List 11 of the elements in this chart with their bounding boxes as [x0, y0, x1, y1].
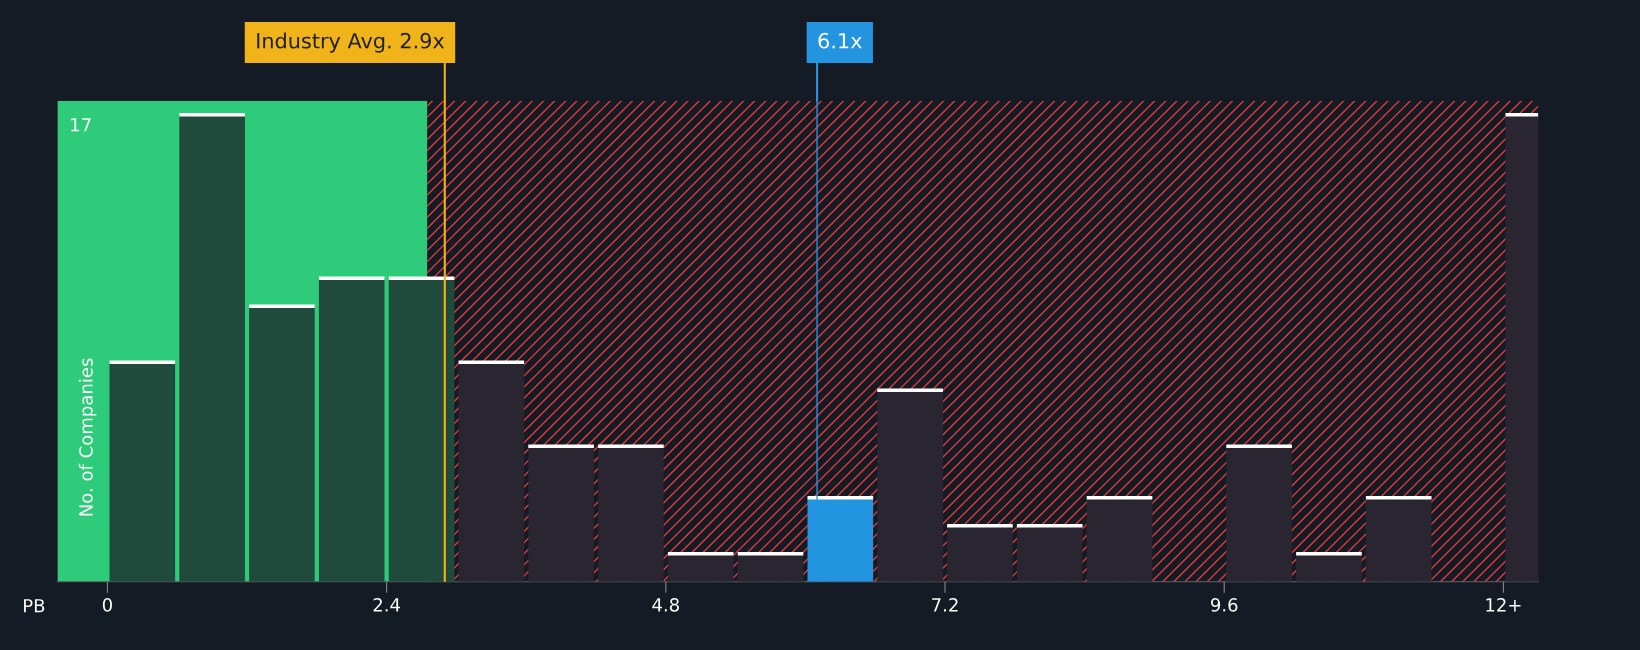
ref-line-label: Industry Avg. 2.9x — [257, 32, 445, 53]
annotation: 17 — [71, 118, 91, 132]
x-tick-label: 9.6 — [1211, 598, 1238, 612]
x-tick-label: 4.8 — [652, 598, 679, 612]
x-tick-label: 7.2 — [932, 598, 958, 612]
x-tick-label: 0 — [102, 598, 112, 612]
x-tick-label: 12+ — [1486, 598, 1521, 612]
x-axis-title: PB — [24, 599, 45, 613]
x-tick-label: 2.4 — [373, 598, 400, 612]
y-axis-title: No. of Companies — [78, 358, 97, 516]
ref-line-label: 6.1x — [818, 32, 862, 49]
